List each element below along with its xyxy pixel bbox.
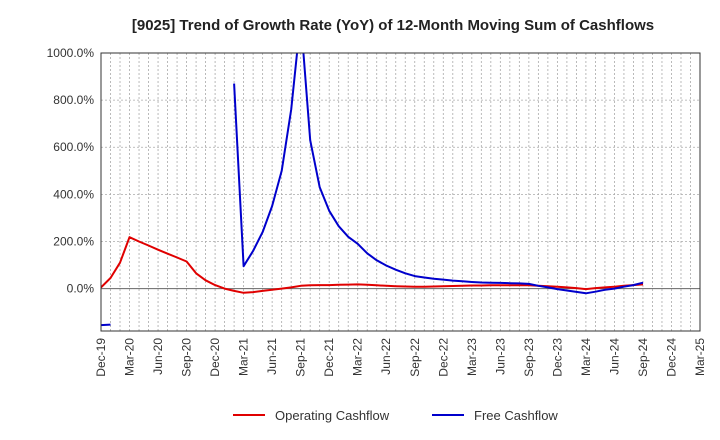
y-tick-label: 1000.0% [47,46,95,60]
series-line-free-cashflow [101,323,111,327]
x-tick-label: Sep-22 [408,338,422,377]
x-tick-label: Mar-23 [465,338,479,376]
x-tick-label: Dec-23 [550,338,564,377]
legend-label-operating-cashflow: Operating Cashflow [275,408,390,423]
x-tick-label: Jun-20 [151,338,165,375]
legend-label-free-cashflow: Free Cashflow [474,408,558,423]
x-tick-label: Mar-22 [351,338,365,376]
y-tick-label: 800.0% [53,93,94,107]
x-tick-label: Jun-22 [379,338,393,375]
chart-title: [9025] Trend of Growth Rate (YoY) of 12-… [132,17,654,34]
x-tick-label: Dec-22 [436,338,450,377]
x-tick-label: Sep-24 [636,338,650,377]
y-tick-label: 0.0% [67,282,95,296]
y-tick-label: 400.0% [53,187,94,201]
x-tick-label: Mar-20 [123,338,137,376]
x-tick-label: Mar-21 [237,338,251,376]
y-axis-ticks: 0.0% 200.0% 400.0% 600.0% 800.0% 1000.0% [47,46,95,296]
x-axis-ticks: Dec-19 Mar-20 Jun-20 Sep-20 Dec-20 Mar-21 Jun-… [94,338,707,377]
x-tick-label: Sep-21 [294,338,308,377]
plot-frame [100,52,701,332]
series-line-operating-cashflow [101,236,644,294]
x-tick-label: Mar-24 [579,338,593,376]
series-line-free-cashflow [233,53,644,295]
x-tick-label: Jun-21 [265,338,279,375]
legend: Operating Cashflow Free Cashflow [233,408,558,423]
x-tick-label: Dec-20 [208,338,222,377]
y-tick-label: 600.0% [53,140,94,154]
x-tick-label: Dec-21 [322,338,336,377]
x-tick-label: Sep-20 [180,338,194,377]
x-tick-label: Mar-25 [693,338,707,376]
y-tick-label: 200.0% [53,234,94,248]
x-tick-label: Dec-24 [664,338,678,377]
x-tick-label: Dec-19 [94,338,108,377]
series-layer [101,53,644,327]
x-tick-label: Sep-23 [522,338,536,377]
x-tick-label: Jun-24 [607,338,621,375]
x-tick-label: Jun-23 [493,338,507,375]
plot-area [101,53,700,331]
